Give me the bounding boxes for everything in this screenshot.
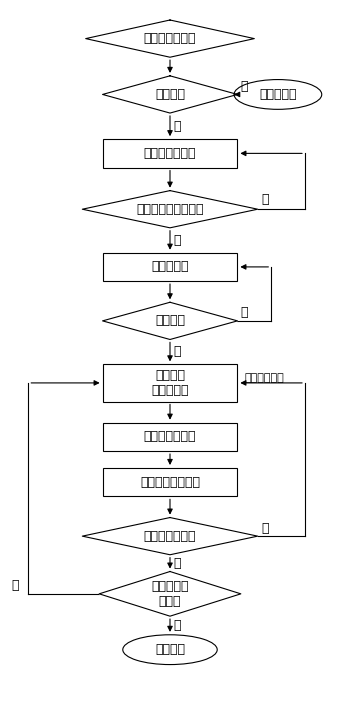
Text: 是: 是 xyxy=(173,619,181,632)
Text: 背压达到点火设定值: 背压达到点火设定值 xyxy=(136,203,204,216)
Text: 预热完成: 预热完成 xyxy=(155,315,185,327)
Ellipse shape xyxy=(123,635,217,665)
Polygon shape xyxy=(86,20,254,58)
Text: 否: 否 xyxy=(241,80,248,93)
Text: 维续加热
按工况供油: 维续加热 按工况供油 xyxy=(151,369,189,397)
Text: 报警及提示: 报警及提示 xyxy=(259,88,297,101)
Text: 温度达到允许值: 温度达到允许值 xyxy=(144,530,196,542)
Text: 否: 否 xyxy=(241,306,248,320)
Text: 持续控温过程: 持续控温过程 xyxy=(244,373,284,383)
Polygon shape xyxy=(82,190,258,228)
Text: 是: 是 xyxy=(173,119,181,133)
Bar xyxy=(103,422,237,451)
Text: ＥＣＵ上电自检: ＥＣＵ上电自检 xyxy=(144,32,196,45)
Text: 否: 否 xyxy=(261,522,269,535)
Text: 是: 是 xyxy=(173,557,181,569)
Text: 蓄热体预热: 蓄热体预热 xyxy=(151,261,189,273)
Text: 数据采集、存储: 数据采集、存储 xyxy=(144,147,196,160)
Polygon shape xyxy=(103,302,237,339)
Text: 否: 否 xyxy=(12,579,19,592)
Text: 监测记录背压状态: 监测记录背压状态 xyxy=(140,476,200,488)
Polygon shape xyxy=(82,518,258,555)
Ellipse shape xyxy=(234,80,322,109)
Bar xyxy=(103,139,237,168)
Text: 按供油情况供氧: 按供油情况供氧 xyxy=(144,430,196,443)
Bar xyxy=(103,253,237,281)
Text: 背压降低到
设定值: 背压降低到 设定值 xyxy=(151,580,189,608)
Text: 是: 是 xyxy=(173,345,181,359)
Bar xyxy=(103,468,237,496)
Bar xyxy=(103,364,237,402)
Polygon shape xyxy=(99,572,241,616)
Text: 是: 是 xyxy=(173,234,181,247)
Polygon shape xyxy=(103,76,237,113)
Text: 点火结束: 点火结束 xyxy=(155,643,185,656)
Text: 初始检查: 初始检查 xyxy=(155,88,185,101)
Text: 否: 否 xyxy=(261,193,269,207)
